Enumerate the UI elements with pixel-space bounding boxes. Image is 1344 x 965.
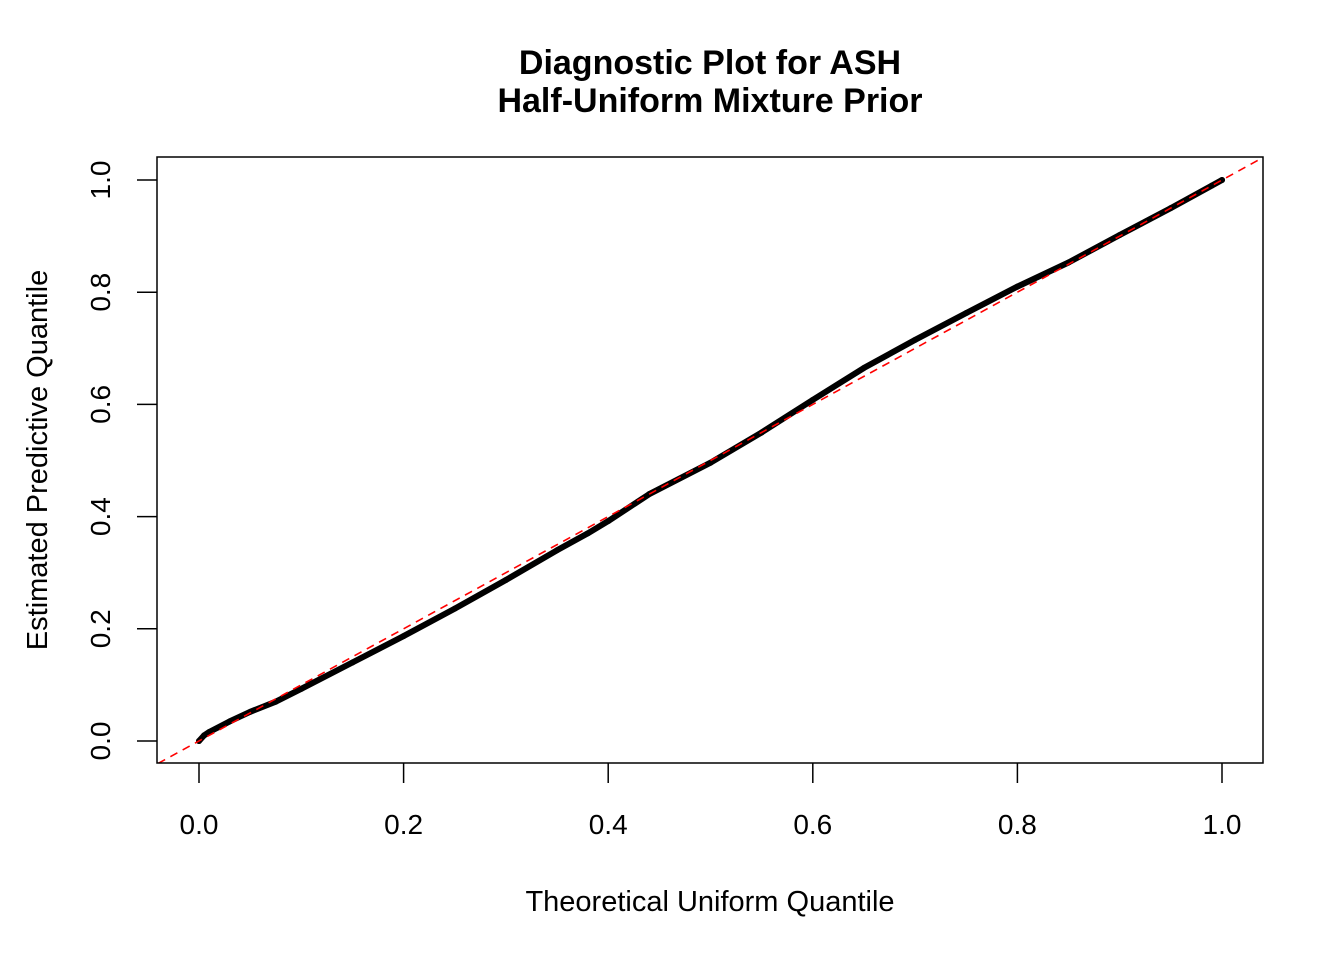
- data-point: [451, 605, 458, 612]
- data-point: [963, 309, 970, 316]
- y-tick-label: 1.0: [85, 161, 116, 200]
- data-point: [1219, 177, 1225, 183]
- x-tick-label: 0.6: [793, 809, 832, 840]
- x-tick-label: 0.0: [180, 809, 219, 840]
- x-tick-label: 0.8: [998, 809, 1037, 840]
- data-point: [201, 732, 208, 739]
- chart-subtitle: Half-Uniform Mixture Prior: [497, 82, 922, 120]
- data-point: [554, 547, 561, 554]
- data-point: [707, 459, 714, 466]
- data-point: [809, 396, 816, 403]
- x-tick-label: 0.2: [384, 809, 423, 840]
- chart-title: Diagnostic Plot for ASH: [519, 44, 901, 82]
- y-tick-label: 0.8: [85, 273, 116, 312]
- y-tick-label: 0.6: [85, 385, 116, 424]
- data-point: [349, 659, 356, 666]
- data-point: [502, 576, 509, 583]
- data-point: [912, 336, 919, 343]
- plot-frame: [156, 156, 1264, 764]
- y-tick-label: 0.4: [85, 497, 116, 536]
- x-axis-label: Theoretical Uniform Quantile: [525, 886, 894, 918]
- data-point: [605, 518, 612, 525]
- data-point: [584, 530, 591, 537]
- data-point: [298, 685, 305, 692]
- data-point: [860, 364, 867, 371]
- y-tick-label: 0.2: [85, 609, 116, 648]
- data-point: [1208, 182, 1215, 189]
- data-point: [1014, 283, 1021, 290]
- y-tick-label: 0.0: [85, 722, 116, 761]
- data-point: [206, 729, 213, 736]
- data-point: [226, 718, 233, 725]
- data-point: [400, 633, 407, 640]
- data-point: [646, 491, 653, 498]
- y-axis-label: Estimated Predictive Quantile: [22, 270, 54, 650]
- x-tick-label: 1.0: [1203, 809, 1242, 840]
- x-tick-label: 0.4: [589, 809, 628, 840]
